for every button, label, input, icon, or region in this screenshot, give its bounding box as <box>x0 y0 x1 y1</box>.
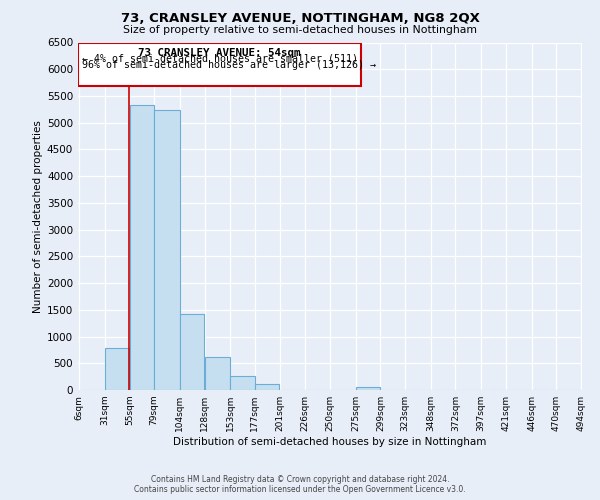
X-axis label: Distribution of semi-detached houses by size in Nottingham: Distribution of semi-detached houses by … <box>173 437 487 447</box>
Text: Contains HM Land Registry data © Crown copyright and database right 2024.
Contai: Contains HM Land Registry data © Crown c… <box>134 474 466 494</box>
Bar <box>356 387 380 390</box>
Bar <box>205 356 230 390</box>
Bar <box>105 348 129 390</box>
Bar <box>230 376 254 390</box>
Y-axis label: Number of semi-detached properties: Number of semi-detached properties <box>33 120 43 312</box>
Text: ← 4% of semi-detached houses are smaller (511): ← 4% of semi-detached houses are smaller… <box>82 54 358 64</box>
Bar <box>180 314 204 390</box>
Bar <box>255 384 280 390</box>
Text: 73, CRANSLEY AVENUE, NOTTINGHAM, NG8 2QX: 73, CRANSLEY AVENUE, NOTTINGHAM, NG8 2QX <box>121 12 479 26</box>
Text: 73 CRANSLEY AVENUE: 54sqm: 73 CRANSLEY AVENUE: 54sqm <box>138 48 301 58</box>
Text: Size of property relative to semi-detached houses in Nottingham: Size of property relative to semi-detach… <box>123 25 477 35</box>
Bar <box>130 105 154 390</box>
Bar <box>78 43 361 86</box>
Text: 96% of semi-detached houses are larger (13,126) →: 96% of semi-detached houses are larger (… <box>82 60 376 70</box>
Bar <box>154 110 179 390</box>
